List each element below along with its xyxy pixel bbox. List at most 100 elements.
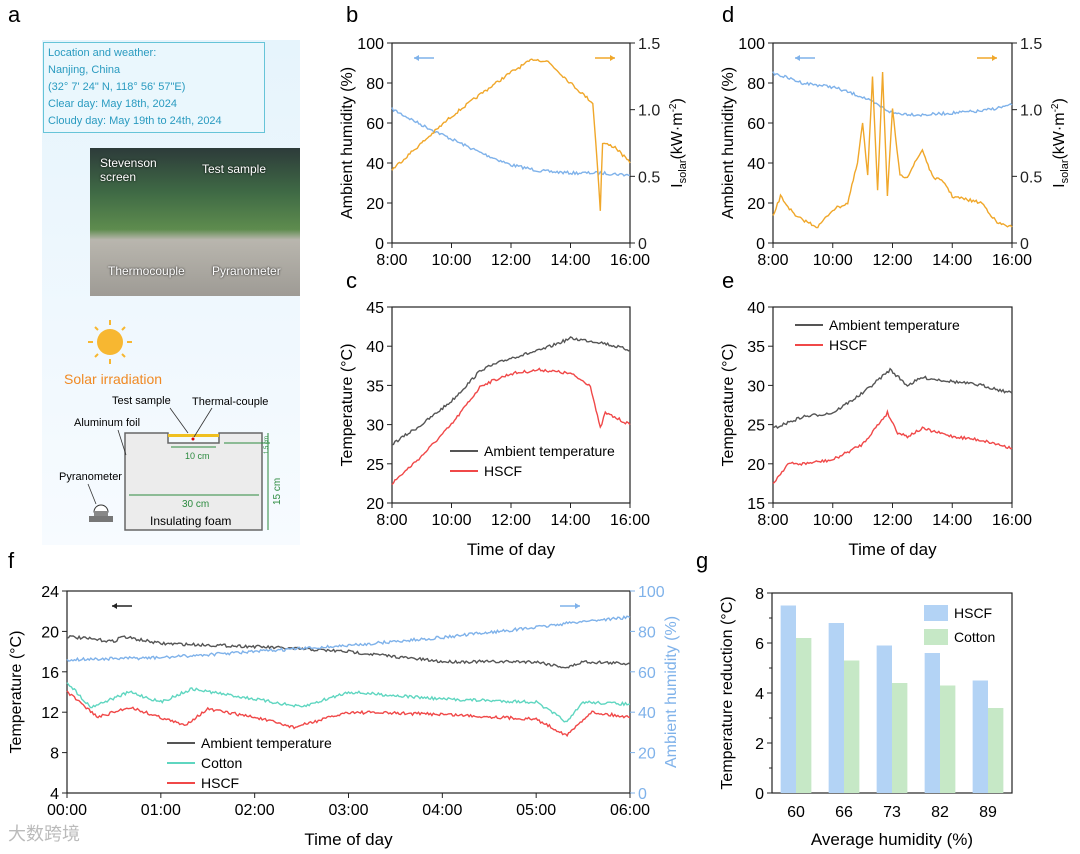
- width-30cm-label: 30 cm: [182, 499, 209, 510]
- series-line-hscf: [772, 409, 1013, 484]
- x-tick-label: 01:00: [141, 802, 181, 819]
- test-sample-label: Test sample: [112, 395, 171, 407]
- y2-axis-title: Isolar(kW·m-2): [668, 98, 689, 188]
- legend-label: Ambient temperature: [829, 317, 960, 333]
- y-tick-label: 45: [366, 300, 384, 317]
- y2-title-sub: solar: [677, 159, 689, 183]
- series-line-ambient-humidity: [391, 107, 631, 177]
- y-tick-label: 12: [41, 705, 59, 722]
- series-line-hscf: [391, 367, 631, 485]
- bar-cotton: [844, 660, 860, 793]
- x-tick-label: 14:00: [550, 252, 590, 269]
- y2-title-sup: -2: [1050, 103, 1061, 112]
- y2-title-unit: (kW·m: [1051, 112, 1068, 159]
- x-axis-title: Time of day: [467, 540, 556, 559]
- pyranometer-label: Pyranometer: [59, 471, 122, 483]
- sun-icon: [88, 320, 132, 364]
- chart-e: 15 20 25 30 35 40 Temperature (°C) 8:00 10:00 12:…: [720, 300, 1032, 559]
- panel-label-e: e: [722, 268, 734, 293]
- x-tick-label: 00:00: [47, 802, 87, 819]
- y2-title-sup: -2: [668, 103, 679, 112]
- left-axis-arrowhead-icon: [414, 55, 419, 61]
- x-tick-label: 12:00: [491, 512, 531, 529]
- thermal-couple-label: Thermal-couple: [192, 396, 268, 408]
- y2-title-sub: solar: [1059, 159, 1071, 183]
- x-tick-label: 14:00: [550, 512, 590, 529]
- bar-hscf: [924, 653, 940, 793]
- info-line: (32° 7' 24" N, 118° 56' 57"E): [48, 81, 186, 93]
- x-tick-label: 60: [787, 804, 805, 821]
- chart-c: 20 25 30 35 40 45 Temperature (°C) 8:00 10:00 12:…: [339, 300, 650, 559]
- x-tick-label: 12:00: [872, 252, 912, 269]
- y-tick-label: 8: [755, 586, 764, 603]
- panel-label-a: a: [8, 2, 21, 27]
- y-tick-label: 100: [738, 36, 765, 53]
- left-axis-arrowhead-icon: [112, 603, 117, 609]
- info-line: Clear day: May 18th, 2024: [48, 98, 178, 110]
- y2-tick-label: 60: [638, 665, 656, 682]
- series-line-cotton: [66, 682, 631, 723]
- y2-axis-title: Ambient humidity (%): [663, 616, 680, 768]
- y2-tick-label: 40: [638, 705, 656, 722]
- y-axis-title: Ambient humidity (%): [339, 67, 356, 219]
- y-tick-label: 0: [756, 236, 765, 253]
- x-tick-label: 8:00: [757, 252, 788, 269]
- bar-hscf: [780, 605, 796, 793]
- y-tick-label: 100: [357, 36, 384, 53]
- bar-hscf: [876, 645, 892, 793]
- y-tick-label: 35: [747, 339, 765, 356]
- y-tick-label: 30: [366, 418, 384, 435]
- y-tick-label: 25: [747, 418, 765, 435]
- location-weather-box: Location and weather: Nanjing, China (32…: [43, 42, 265, 133]
- test-sample-strip: [168, 434, 219, 437]
- left-axis-arrowhead-icon: [795, 55, 800, 61]
- aluminum-foil-label: Aluminum foil: [74, 417, 140, 429]
- bar-cotton: [988, 708, 1004, 793]
- y2-tick-label: 1.0: [1020, 103, 1042, 120]
- legend-label: Ambient temperature: [484, 443, 615, 459]
- y2-tick-label: 0: [1020, 236, 1029, 253]
- y-tick-label: 20: [747, 196, 765, 213]
- right-axis-arrowhead-icon: [575, 603, 580, 609]
- x-tick-label: 8:00: [376, 512, 407, 529]
- series-line-isolar: [772, 71, 1013, 229]
- y-tick-label: 6: [755, 636, 764, 653]
- legend-label: HSCF: [484, 463, 522, 479]
- chart-g: 0 2 4 6 8 Temperature reduction (°C) 60 66 73 82 8…: [719, 586, 1013, 849]
- y-axis-title: Temperature (°C): [720, 344, 737, 467]
- panel-label-c: c: [346, 268, 357, 293]
- info-line: Location and weather:: [48, 47, 157, 59]
- legend-label: HSCF: [954, 605, 992, 621]
- bar-cotton: [892, 683, 908, 793]
- y-tick-label: 20: [366, 496, 384, 513]
- series-line-ambient-temperature: [772, 367, 1013, 429]
- y-tick-label: 80: [366, 76, 384, 93]
- x-tick-label: 14:00: [932, 512, 972, 529]
- y-tick-label: 4: [755, 686, 764, 703]
- x-tick-label: 89: [979, 804, 997, 821]
- watermark: 大数跨境: [8, 824, 80, 844]
- x-tick-label: 03:00: [328, 802, 368, 819]
- y-tick-label: 8: [50, 746, 59, 763]
- right-axis-arrowhead-icon: [610, 55, 615, 61]
- y2-tick-label: 0: [638, 236, 647, 253]
- x-tick-label: 8:00: [757, 512, 788, 529]
- x-tick-label: 10:00: [813, 512, 853, 529]
- y-tick-label: 40: [747, 300, 765, 317]
- width-10cm-label: 10 cm: [185, 451, 210, 461]
- x-tick-label: 16:00: [992, 252, 1032, 269]
- series-line-hscf: [66, 690, 631, 738]
- chart-f: 4 8 12 16 20 24 Temperature (°C) 0 20 40 60 80 100 Am…: [8, 584, 680, 849]
- y-tick-label: 0: [375, 236, 384, 253]
- x-axis-title: Average humidity (%): [811, 830, 973, 849]
- bar-hscf: [972, 680, 988, 793]
- y-axis-title: Temperature (°C): [8, 631, 25, 754]
- y2-title-main: I: [1051, 183, 1068, 187]
- plot-frame: [772, 306, 1013, 504]
- y-tick-label: 16: [41, 665, 59, 682]
- y-tick-label: 20: [41, 624, 59, 641]
- plot-frame: [772, 42, 1013, 244]
- x-tick-label: 06:00: [610, 802, 650, 819]
